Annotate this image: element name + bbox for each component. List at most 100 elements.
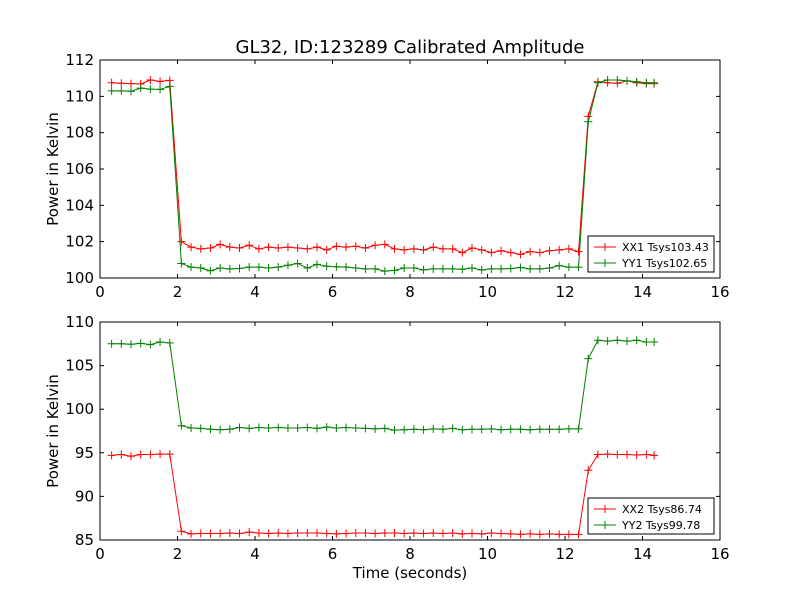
data-point xyxy=(477,265,486,274)
data-point xyxy=(564,530,573,539)
data-point xyxy=(351,423,360,432)
data-point xyxy=(613,75,622,84)
data-point xyxy=(107,451,116,460)
data-point xyxy=(225,425,234,434)
data-point xyxy=(235,244,244,253)
data-point xyxy=(380,529,389,538)
data-point xyxy=(564,424,573,433)
data-point xyxy=(293,423,302,432)
data-point xyxy=(254,263,263,272)
data-point xyxy=(235,264,244,273)
data-point xyxy=(448,244,457,253)
chart-panel-1: 0 2 4 6 8 10 12 14 16 100 102 104 106 108 110 112 Power … xyxy=(44,51,730,301)
data-point xyxy=(216,240,225,249)
data-point xyxy=(642,450,651,459)
data-point xyxy=(342,263,351,272)
data-point xyxy=(593,450,602,459)
data-point xyxy=(574,263,583,272)
data-point xyxy=(351,242,360,251)
data-point xyxy=(313,260,321,269)
data-point xyxy=(545,529,554,538)
data-point xyxy=(516,530,525,539)
data-point xyxy=(409,425,418,434)
data-point xyxy=(165,450,174,459)
data-point xyxy=(574,424,583,433)
data-point xyxy=(235,529,244,538)
data-point xyxy=(613,450,622,459)
data-point xyxy=(535,425,544,434)
data-point xyxy=(593,78,602,87)
x-tick-label: 10 xyxy=(478,283,497,301)
x-tick-label: 2 xyxy=(173,283,183,301)
data-point xyxy=(650,338,659,347)
data-point xyxy=(332,423,341,432)
data-point xyxy=(458,425,467,434)
data-point xyxy=(313,424,321,433)
data-point xyxy=(400,264,409,273)
series-2 xyxy=(107,75,659,276)
data-point xyxy=(187,529,196,538)
data-point xyxy=(245,424,254,433)
x-tick-label: 6 xyxy=(328,545,338,563)
y-tick-label: 85 xyxy=(75,531,94,549)
data-point xyxy=(245,528,254,537)
data-point xyxy=(545,246,554,255)
data-point xyxy=(254,529,263,538)
data-point xyxy=(146,85,155,94)
x-tick-label: 2 xyxy=(173,545,183,563)
data-point xyxy=(642,338,651,347)
legend-swatch-marker xyxy=(601,259,609,267)
data-point xyxy=(274,423,283,432)
data-point xyxy=(574,530,583,539)
data-point xyxy=(448,529,457,538)
data-point xyxy=(632,336,641,345)
data-point xyxy=(526,425,535,434)
data-point xyxy=(351,264,360,273)
data-point xyxy=(264,529,273,538)
data-point xyxy=(245,263,254,272)
data-point xyxy=(545,425,554,434)
data-point xyxy=(526,529,535,538)
data-point xyxy=(477,425,486,434)
data-point xyxy=(487,424,496,433)
x-tick-label: 10 xyxy=(478,545,497,563)
data-point xyxy=(283,261,292,270)
data-point xyxy=(506,425,515,434)
data-point xyxy=(371,424,380,433)
data-point xyxy=(409,529,418,538)
data-point xyxy=(206,266,215,275)
data-point xyxy=(351,529,360,538)
data-point xyxy=(332,242,341,251)
data-point xyxy=(293,244,302,253)
data-point xyxy=(264,264,273,273)
data-point xyxy=(136,450,145,459)
data-point xyxy=(274,529,283,538)
data-point xyxy=(107,86,116,95)
data-point xyxy=(584,117,593,126)
data-point xyxy=(127,79,135,88)
data-point xyxy=(650,451,659,460)
data-point xyxy=(390,244,399,253)
data-point xyxy=(225,529,234,538)
data-point xyxy=(613,336,622,345)
data-point xyxy=(165,82,174,91)
data-point xyxy=(235,423,244,432)
data-point xyxy=(322,245,331,254)
data-point xyxy=(187,243,196,252)
data-point xyxy=(216,425,225,434)
data-point xyxy=(146,450,155,459)
x-tick-label: 8 xyxy=(405,283,415,301)
data-point xyxy=(342,529,351,538)
data-point xyxy=(156,77,165,86)
data-point xyxy=(117,450,126,459)
legend-box xyxy=(587,235,715,273)
data-point xyxy=(448,424,457,433)
y-tick-label: 112 xyxy=(65,51,94,69)
data-point xyxy=(371,529,380,538)
legend-label: XX2 Tsys86.74 xyxy=(622,503,702,516)
data-point xyxy=(487,248,496,257)
legend-swatch-marker xyxy=(601,243,609,251)
data-point xyxy=(458,529,467,538)
data-point xyxy=(535,530,544,539)
data-point xyxy=(380,240,389,249)
